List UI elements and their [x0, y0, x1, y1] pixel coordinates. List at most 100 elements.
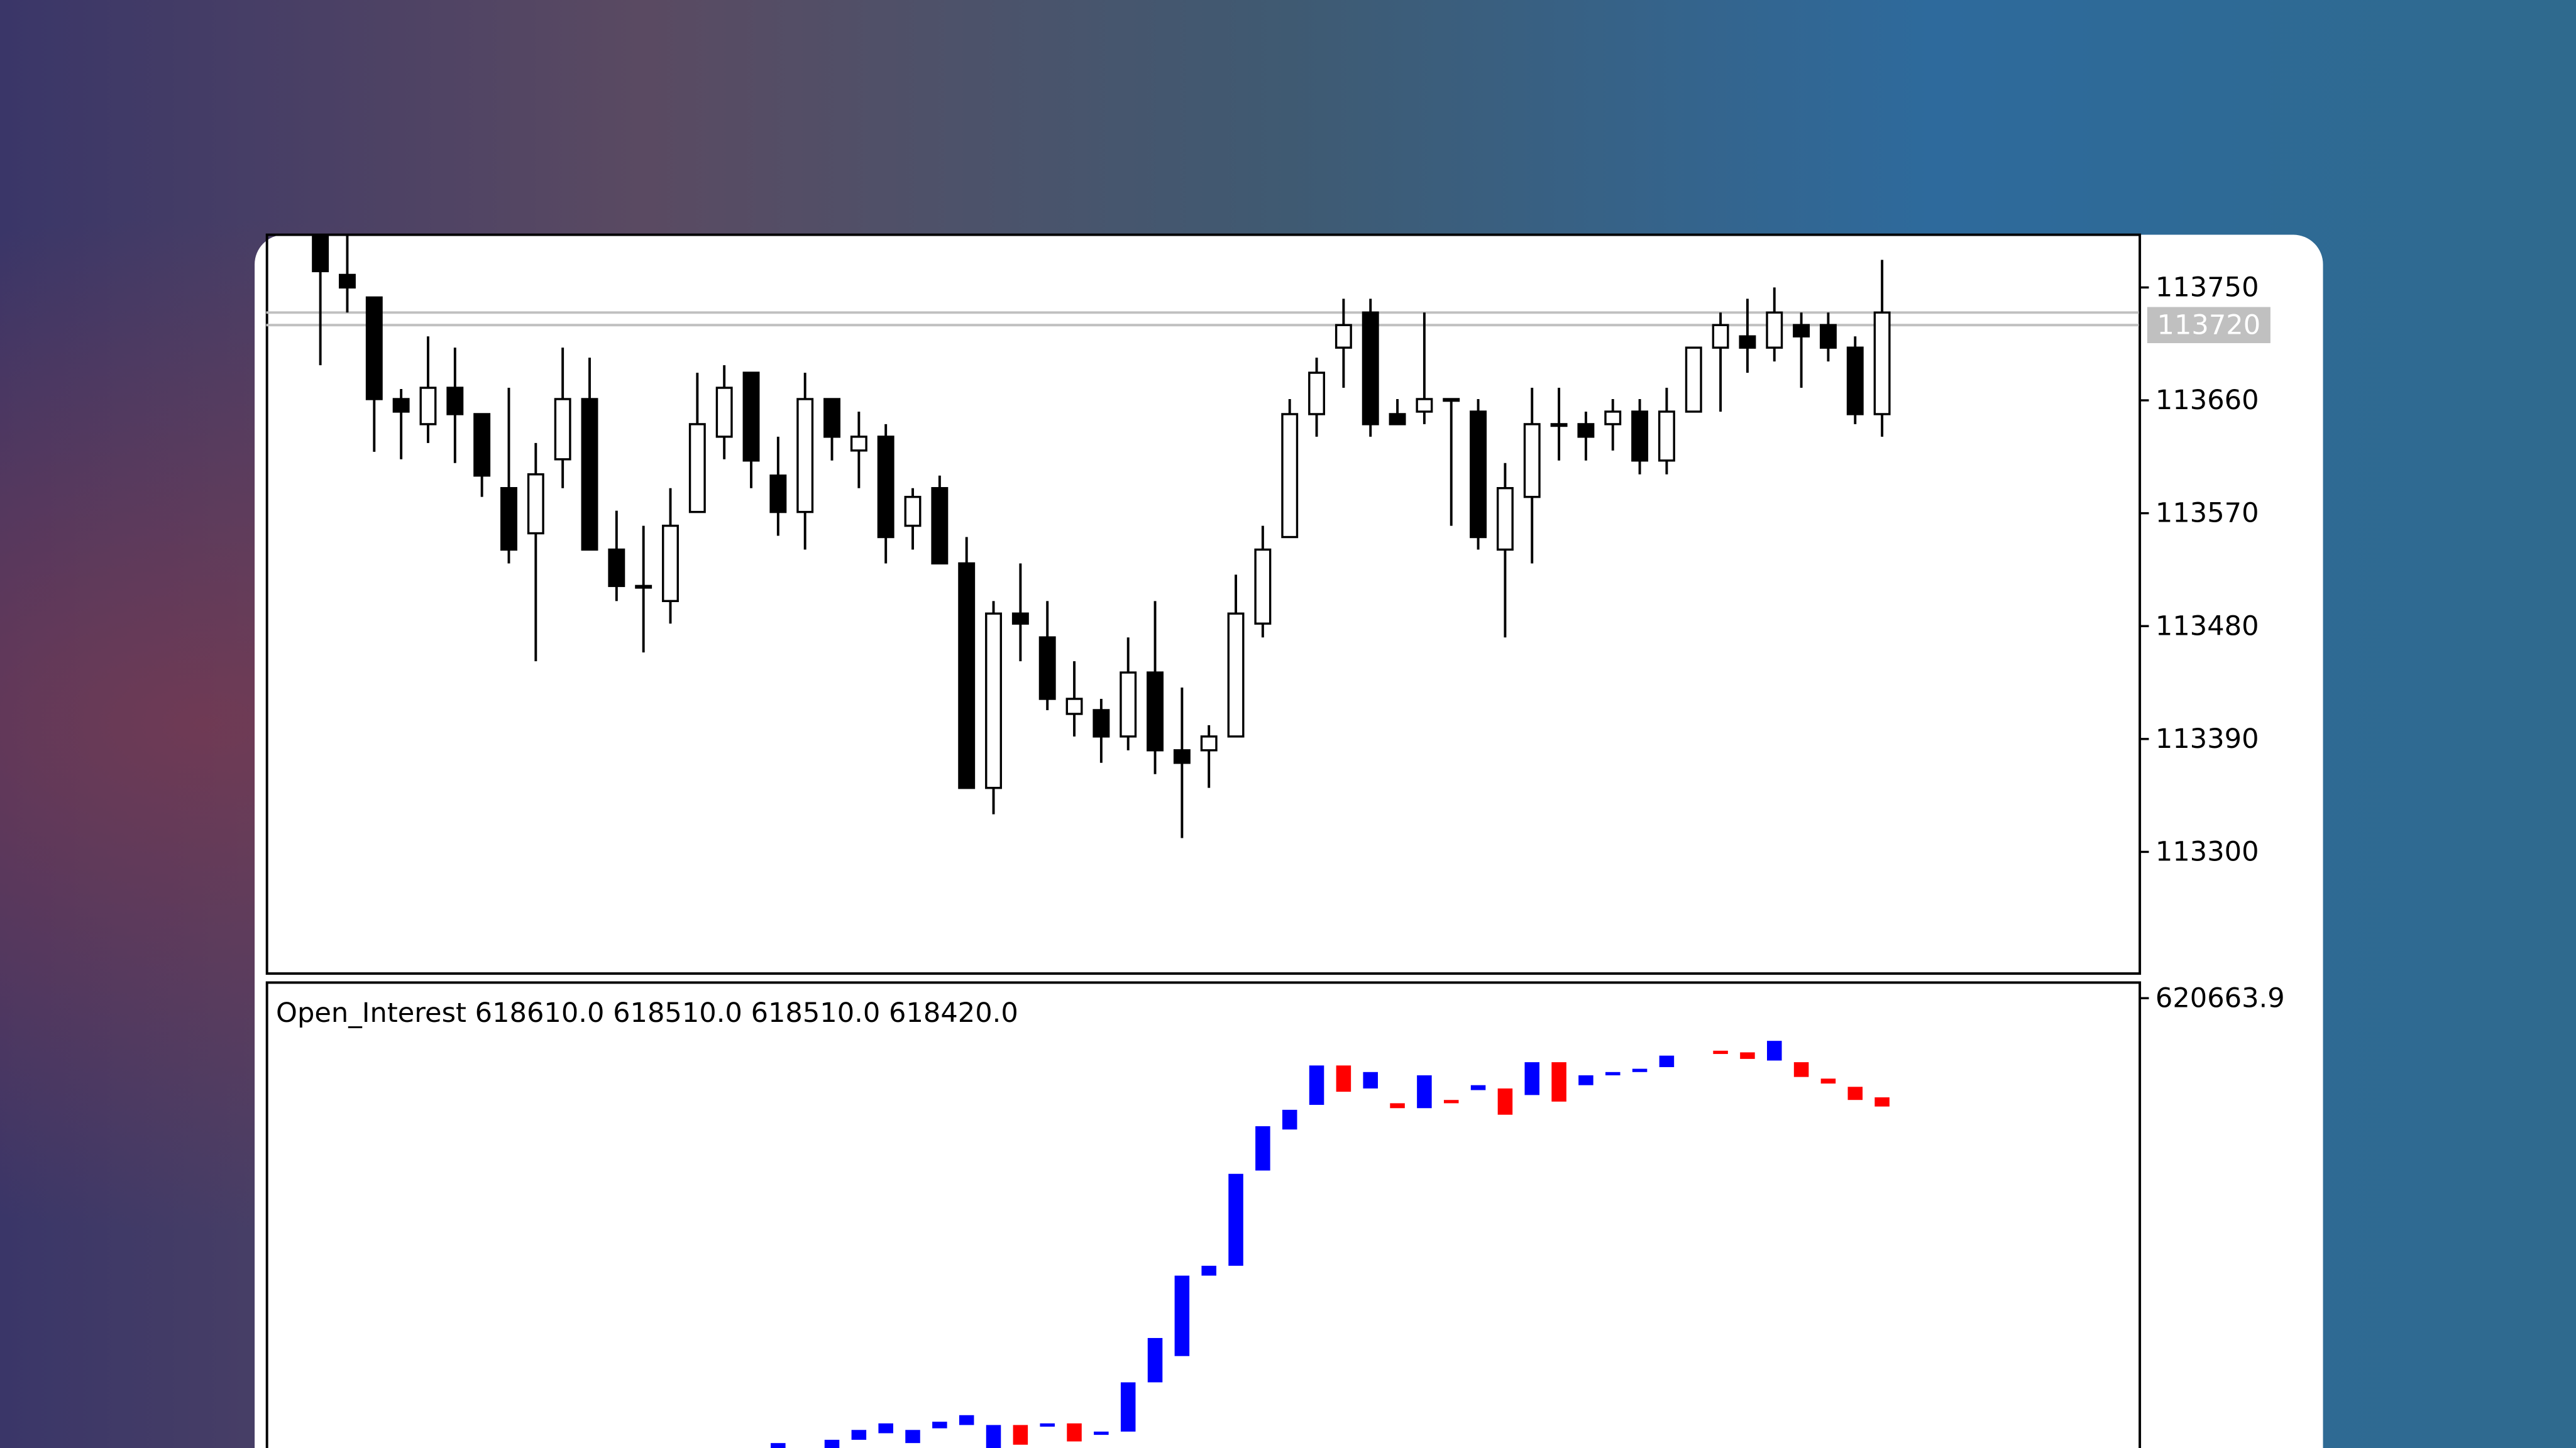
oi-bar [932, 1422, 947, 1429]
candle-body [1281, 413, 1299, 539]
oi-bar [1766, 1041, 1782, 1061]
oi-bar [1282, 1109, 1297, 1130]
candle-body [1254, 548, 1272, 625]
price-label-box [2147, 307, 2271, 343]
candle-body [1577, 423, 1595, 438]
candle-body [1712, 324, 1729, 349]
candle-body [1389, 413, 1406, 425]
candle-body [1200, 735, 1218, 752]
oi-bar [1713, 1050, 1728, 1055]
candle-body [985, 612, 1002, 789]
candle-body [742, 371, 760, 462]
y-tick-label: 113390 [2155, 723, 2259, 755]
candle-body [1120, 671, 1137, 738]
candle-body [850, 436, 867, 452]
candle-body [1523, 423, 1541, 498]
oi-bar [1605, 1072, 1621, 1076]
oi-bar [1336, 1065, 1351, 1092]
oi-bar [1497, 1088, 1513, 1115]
candle-body [958, 562, 976, 789]
oi-bar [905, 1430, 920, 1444]
candle-body [392, 398, 410, 413]
price-panel [265, 233, 2142, 975]
oi-bar [1013, 1425, 1028, 1445]
oi-bar [959, 1415, 974, 1425]
candle-body [1819, 324, 1837, 349]
candle-body [581, 398, 598, 551]
price-label: 113720 [2157, 309, 2261, 341]
candle-body [1416, 398, 1433, 413]
oi-bar [878, 1423, 893, 1434]
y-tick-label: 113570 [2155, 498, 2259, 529]
indicator-title: Open_Interest 618610.0 618510.0 618510.0… [276, 997, 1018, 1029]
candle-body [419, 387, 437, 425]
candle-body [1604, 410, 1622, 425]
window [255, 234, 2323, 1448]
candle-body [1766, 311, 1783, 349]
candle-body [1793, 324, 1810, 337]
indicator-panel [265, 981, 2142, 1448]
oi-bar [1417, 1075, 1432, 1109]
candle-body [1496, 486, 1514, 551]
oi-bar [1847, 1087, 1863, 1100]
candle-body [527, 473, 544, 535]
oi-bar [1228, 1173, 1243, 1266]
y-tick-label: 113750 [2155, 272, 2259, 303]
candle-body [1362, 311, 1379, 425]
oi-bar [1201, 1266, 1216, 1276]
oi-bar [1443, 1100, 1459, 1104]
axes: 113300 113390 113480 113570 113660 113750 1137… [2138, 272, 2285, 1014]
candle-body [1739, 335, 1756, 349]
candle-body [877, 436, 894, 539]
oi-bar [1390, 1103, 1405, 1109]
oi-bar [1659, 1055, 1675, 1067]
oi-bar [1874, 1097, 1890, 1107]
candle-body [1550, 423, 1568, 427]
candle-body [635, 584, 652, 589]
candle-body [1011, 612, 1029, 625]
oi-bar [1174, 1275, 1190, 1356]
candle-body [1308, 371, 1326, 415]
y-tick-label: 113300 [2155, 836, 2259, 868]
oi-bar [1120, 1382, 1136, 1432]
oi-bar [1740, 1052, 1755, 1059]
oi-bar [1147, 1337, 1163, 1383]
candle-body [1470, 410, 1487, 539]
candle-body [554, 398, 571, 461]
oi-bar [1094, 1431, 1109, 1435]
oi-bar [1793, 1062, 1809, 1077]
candle-body [1227, 612, 1245, 738]
candle-body [1147, 671, 1164, 752]
y-tick-label: 113660 [2155, 385, 2259, 416]
candle-body [688, 423, 706, 513]
oi-bar [1040, 1423, 1055, 1427]
y-tick-label: 620663.9 [2155, 982, 2285, 1014]
oi-bar [824, 1439, 840, 1448]
oi-bar [1524, 1062, 1539, 1095]
oi-bar [1309, 1065, 1324, 1105]
candle-body [715, 387, 733, 438]
oi-bar [1363, 1072, 1378, 1089]
oi-bar [851, 1430, 867, 1440]
candle-body [823, 398, 840, 438]
candle-body [662, 524, 679, 603]
oi-bar [1820, 1078, 1836, 1084]
candle-body [1658, 410, 1675, 462]
candle-body [1443, 398, 1460, 402]
candle-body [1173, 749, 1191, 764]
oi-bar [1578, 1075, 1593, 1085]
oi-bar [986, 1425, 1001, 1448]
indicator-plot: Open_Interest 618610.0 618510.0 618510.0… [276, 997, 1890, 1448]
candle-body [608, 548, 625, 588]
candle-body [473, 413, 491, 477]
price-plot [266, 234, 2139, 838]
oi-bar [1551, 1062, 1566, 1102]
oi-bar [771, 1443, 786, 1448]
candle-body [931, 486, 949, 565]
candle-body [1873, 311, 1891, 415]
oi-bar [1067, 1423, 1082, 1442]
candle-body [1846, 346, 1864, 415]
candle-body [769, 474, 787, 513]
